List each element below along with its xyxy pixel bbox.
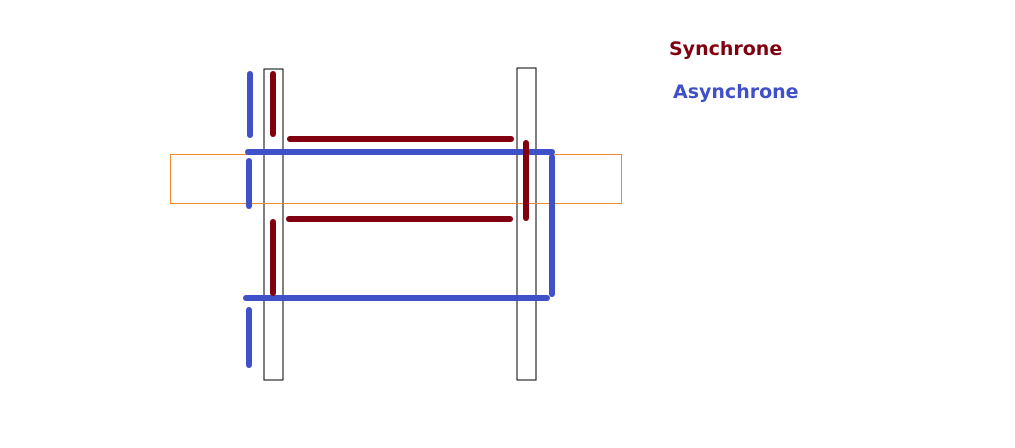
legend-asynchrone-label: Asynchrone <box>673 81 799 103</box>
left-frame-bar <box>263 68 284 381</box>
synchrone-paths <box>270 71 529 296</box>
asynchrone-paths <box>243 71 555 368</box>
legend-synchrone-label: Synchrone <box>669 38 783 60</box>
right-frame-bar <box>516 67 537 381</box>
